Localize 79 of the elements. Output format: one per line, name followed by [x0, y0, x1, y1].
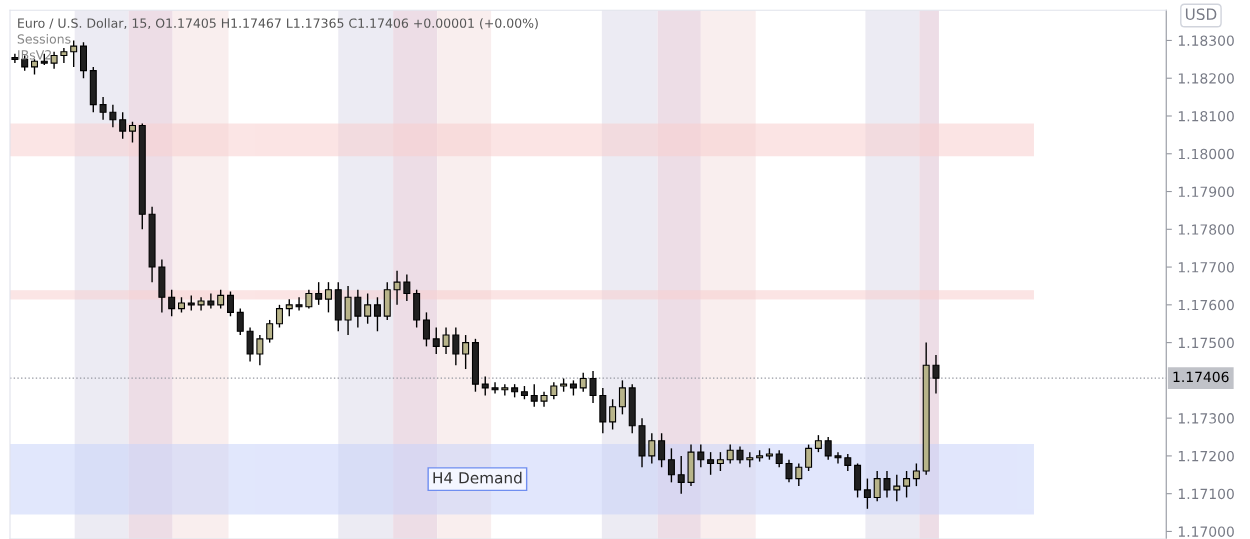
candlestick: [128, 120, 136, 144]
candlestick: [119, 111, 127, 140]
candlestick: [168, 289, 176, 317]
candlestick: [305, 289, 313, 310]
candlestick: [217, 289, 225, 310]
y-tick-label: 1.18300: [1178, 35, 1234, 46]
candlestick: [295, 296, 303, 312]
annotation: IBsV2: [18, 50, 51, 60]
candlestick: [618, 379, 626, 416]
y-tick-label: 1.17800: [1178, 224, 1234, 235]
candlestick: [393, 270, 401, 306]
candlestick: [658, 432, 666, 468]
candlestick: [785, 458, 793, 484]
candlestick: [883, 470, 891, 499]
ref-line-label: 1.17406: [1173, 371, 1229, 383]
candlestick: [726, 443, 734, 465]
y-tick-label: 1.18100: [1178, 110, 1234, 122]
candlestick: [226, 290, 234, 317]
candlestick: [207, 292, 215, 310]
y-tick-label: 1.17300: [1178, 413, 1234, 424]
candlestick: [70, 39, 78, 68]
candlestick: [863, 477, 871, 510]
candlestick: [462, 334, 470, 370]
candlestick: [354, 289, 362, 329]
candlestick: [344, 285, 352, 336]
candlestick: [805, 443, 813, 472]
candlestick: [422, 311, 430, 348]
candlestick: [530, 383, 538, 408]
candlestick: [677, 455, 685, 495]
candlestick: [324, 281, 332, 314]
candlestick: [256, 334, 264, 366]
candlestick: [697, 443, 705, 468]
candlestick: [452, 326, 460, 366]
candlestick: [834, 451, 842, 465]
candlestick: [824, 436, 832, 461]
candlestick: [893, 474, 901, 502]
candlestick: [501, 383, 509, 397]
candlestick: [315, 281, 323, 306]
candlestick: [491, 381, 499, 395]
candlestick: [932, 354, 940, 395]
candlestick: [795, 462, 803, 487]
candlestick: [236, 307, 244, 336]
candlestick: [912, 462, 920, 487]
candlestick: [364, 292, 372, 325]
y-tick-label: 1.17000: [1178, 526, 1234, 537]
candlestick: [667, 447, 675, 484]
y-tick-label: 1.17900: [1178, 186, 1234, 197]
candlestick: [648, 432, 656, 465]
candlestick: [442, 326, 450, 355]
y-tick-label: 1.17200: [1178, 450, 1234, 462]
candlestick: [266, 319, 274, 344]
text: Euro / U.S. Dollar, 15, O1.17405 H1.17467 L1.17365 C1.17406 +0.00001 (+0.00%): [18, 18, 538, 30]
candlestick: [873, 470, 881, 502]
candlestick: [373, 296, 381, 332]
candlestick: [275, 304, 283, 329]
candlestick: [403, 273, 411, 302]
y-tick-label: 1.18200: [1178, 73, 1234, 84]
candlestick: [609, 398, 617, 431]
y-tick-label: 1.18000: [1178, 148, 1234, 160]
candlestick: [109, 103, 117, 129]
candlestick: [60, 47, 68, 64]
candlestick: [707, 451, 715, 476]
candlestick: [579, 372, 587, 393]
candlestick: [99, 96, 107, 121]
band-label: H4 Demand: [433, 471, 522, 484]
y-tick-label: 1.17700: [1178, 262, 1234, 273]
candlestick: [11, 52, 19, 64]
candlestick: [432, 326, 440, 355]
candlestick: [197, 296, 205, 312]
y-tick-label: 1.17100: [1178, 488, 1234, 500]
candlestick: [481, 375, 489, 397]
y-axis-title: USD: [1185, 8, 1217, 20]
candlestick: [246, 326, 254, 363]
y-tick-label: 1.17600: [1178, 299, 1234, 311]
candlestick: [903, 470, 911, 499]
y-tick-label: 1.17500: [1178, 337, 1234, 349]
candlestick: [716, 451, 724, 472]
annotation: Sessions: [17, 34, 71, 44]
candlestick: [589, 370, 597, 404]
